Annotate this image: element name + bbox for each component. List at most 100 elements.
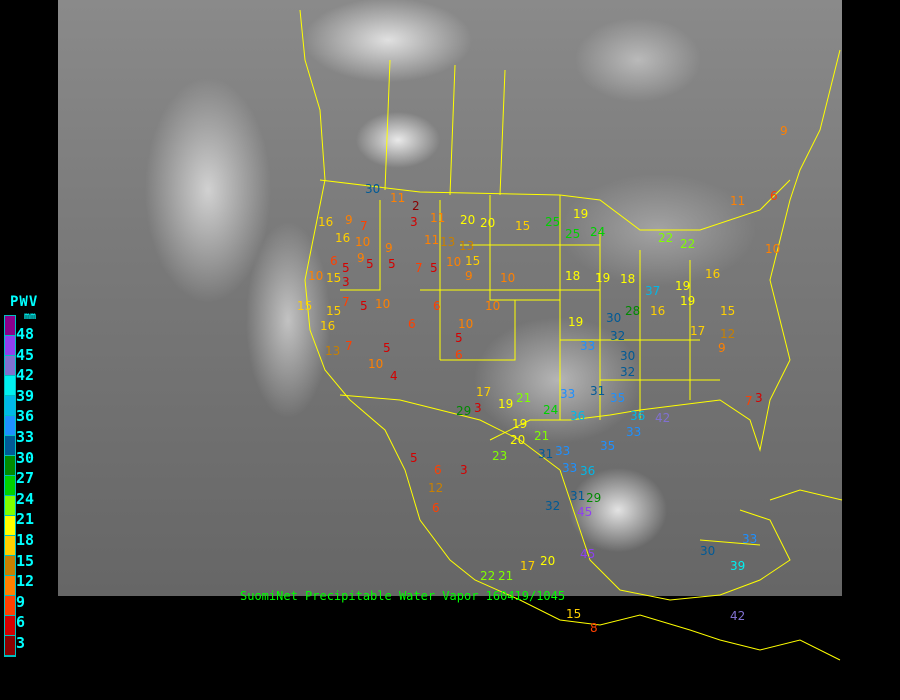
legend-label: 3 [16, 634, 26, 652]
station-value: 16 [335, 231, 351, 245]
station-value: 10 [308, 269, 324, 283]
legend-swatch [5, 336, 15, 356]
station-value: 31 [590, 384, 606, 398]
station-value: 6 [432, 501, 440, 515]
legend-label: 24 [16, 489, 35, 508]
station-value: 18 [565, 269, 581, 283]
canada-us-border [319, 179, 791, 231]
legend-label: 6 [16, 613, 26, 632]
station-value: 21 [498, 569, 514, 583]
legend-swatch [5, 476, 15, 496]
station-value: 37 [645, 284, 661, 298]
station-value: 7 [745, 394, 753, 408]
station-value: 6 [408, 317, 416, 331]
station-value: 22 [480, 569, 496, 583]
station-value: 17 [520, 559, 536, 573]
station-value: 3 [342, 275, 350, 289]
station-value: 9 [780, 124, 788, 138]
legend-label: 21 [16, 510, 35, 529]
station-value: 42 [730, 609, 746, 623]
legend-label: 36 [16, 407, 35, 426]
station-value: 8 [590, 621, 598, 635]
legend-swatch [5, 396, 15, 416]
station-value: 5 [410, 451, 418, 465]
station-value: 12 [720, 327, 736, 341]
station-value: 15 [566, 607, 582, 621]
station-value: 25 [545, 215, 561, 229]
station-value: 28 [625, 304, 641, 318]
state-lines [340, 59, 720, 420]
station-value: 19 [568, 315, 584, 329]
station-value: 42 [655, 411, 671, 425]
station-value: 17 [690, 324, 706, 338]
legend-label: 33 [16, 428, 35, 446]
station-value: 29 [586, 491, 602, 505]
legend-swatch [5, 636, 15, 656]
station-value: 19 [512, 417, 528, 431]
station-value: 15 [515, 219, 531, 233]
station-value: 19 [675, 279, 691, 293]
station-value: 5 [360, 299, 368, 313]
station-value: 5 [455, 331, 463, 345]
station-value: 33 [626, 425, 642, 439]
station-value: 20 [540, 554, 556, 568]
station-value: 5 [342, 261, 350, 275]
station-value: 9 [465, 269, 473, 283]
station-value: 13 [459, 239, 475, 253]
station-value: 31 [570, 489, 586, 503]
station-value: 18 [620, 272, 636, 286]
station-value: 11 [430, 211, 446, 225]
satellite-infrared-image [58, 0, 842, 596]
station-value: 10 [458, 317, 474, 331]
station-value: 24 [590, 225, 606, 239]
station-value: 35 [610, 391, 626, 405]
atlantic-coastline [769, 49, 841, 361]
station-value: 6 [770, 189, 778, 203]
station-value: 12 [428, 481, 444, 495]
legend-label: 42 [16, 366, 35, 385]
station-value: 6 [433, 299, 441, 313]
station-value: 13 [440, 235, 456, 249]
station-value: 6 [330, 254, 338, 268]
station-value: 10 [446, 255, 462, 269]
station-value: 22 [658, 231, 674, 245]
station-value: 36 [570, 409, 586, 423]
station-value: 36 [630, 409, 646, 423]
legend-label: 18 [16, 531, 35, 549]
station-value: 19 [573, 207, 589, 221]
station-value: 21 [534, 429, 550, 443]
station-value: 25 [565, 227, 581, 241]
station-value: 45 [577, 505, 593, 519]
station-value: 30 [700, 544, 716, 558]
station-value: 7 [342, 295, 350, 309]
station-value: 23 [492, 449, 508, 463]
legend-label: 9 [16, 592, 26, 611]
station-value: 39 [730, 559, 746, 573]
station-value: 19 [680, 294, 696, 308]
station-value: 32 [610, 329, 626, 343]
station-value: 19 [595, 271, 611, 285]
legend-label: 39 [16, 386, 35, 405]
station-value: 3 [755, 391, 763, 405]
station-value: 15 [720, 304, 736, 318]
station-value: 32 [545, 499, 561, 513]
legend-label: 15 [16, 551, 35, 570]
pacific-coastline [299, 9, 841, 661]
station-value: 33 [560, 387, 576, 401]
station-value: 10 [368, 357, 384, 371]
station-value: 15 [297, 299, 313, 313]
station-value: 2 [412, 199, 420, 213]
legend-swatch [5, 616, 15, 636]
legend-swatch [5, 436, 15, 456]
station-value: 11 [424, 233, 440, 247]
station-value: 10 [375, 297, 391, 311]
legend-swatch [5, 536, 15, 556]
station-value: 5 [430, 261, 438, 275]
station-value: 5 [366, 257, 374, 271]
station-value: 16 [705, 267, 721, 281]
station-value: 5 [388, 257, 396, 271]
station-value: 32 [620, 365, 636, 379]
legend-unit: mm [24, 311, 37, 322]
station-value: 9 [357, 251, 365, 265]
station-value: 22 [680, 237, 696, 251]
